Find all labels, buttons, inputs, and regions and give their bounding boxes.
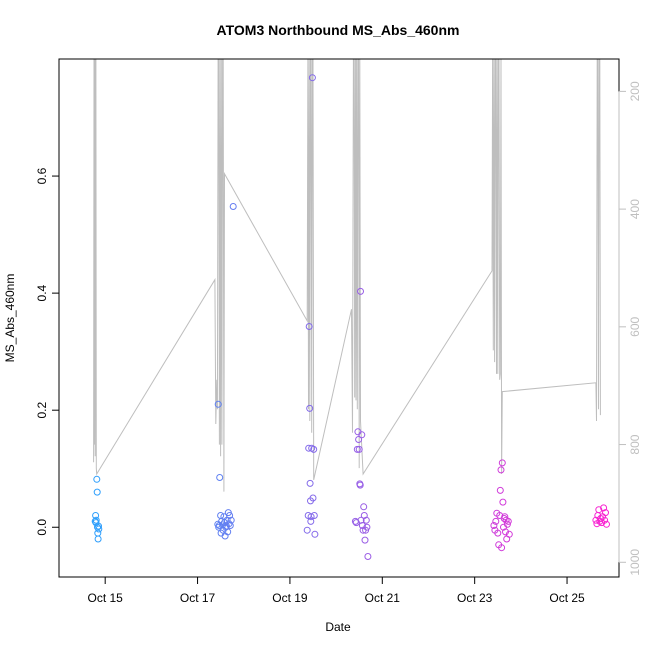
- data-point: [224, 528, 232, 536]
- data-point: [309, 494, 317, 502]
- data-point: [602, 509, 609, 517]
- data-point: [93, 488, 101, 496]
- data-point: [490, 522, 498, 529]
- data-point: [494, 529, 502, 537]
- data-point: [499, 498, 507, 506]
- x-tick-label: Oct 23: [457, 591, 493, 605]
- right-tick-label: 200: [628, 81, 642, 101]
- data-point: [504, 517, 512, 525]
- right-axis: 200 400 600 800 1000: [618, 81, 642, 576]
- data-point: [601, 516, 609, 524]
- chart-title: ATOM3 Northbound MS_Abs_460nm: [217, 22, 460, 38]
- data-point: [226, 522, 234, 529]
- data-point: [358, 522, 366, 529]
- data-point: [94, 535, 102, 543]
- data-point: [216, 474, 224, 481]
- right-tick-label: 600: [628, 316, 642, 336]
- y-tick-label: 0.0: [35, 519, 49, 536]
- data-point: [362, 516, 370, 524]
- data-point: [92, 512, 100, 519]
- data-point: [225, 520, 233, 528]
- data-point: [503, 520, 511, 528]
- data-point: [498, 544, 506, 552]
- data-point: [214, 400, 222, 408]
- data-point: [505, 530, 513, 538]
- y-tick-label: 0.6: [35, 167, 49, 184]
- data-point: [357, 287, 364, 295]
- data-point: [592, 516, 600, 524]
- data-point: [595, 506, 603, 514]
- data-point: [356, 481, 364, 489]
- data-point: [363, 523, 371, 531]
- data-point: [227, 516, 235, 524]
- data-point: [305, 323, 313, 330]
- data-point: [95, 522, 102, 530]
- right-tick-label: 1000: [628, 549, 642, 576]
- data-point: [94, 529, 102, 537]
- x-axis-label: Date: [325, 620, 351, 634]
- data-point: [308, 74, 316, 82]
- y-axis-label: MS_Abs_460nm: [3, 274, 17, 363]
- data-point: [95, 525, 103, 533]
- data-point: [355, 436, 363, 443]
- data-point: [600, 504, 608, 512]
- data-point: [229, 203, 237, 210]
- right-tick-label: 400: [628, 199, 642, 219]
- data-point: [497, 466, 505, 474]
- data-point: [501, 513, 509, 521]
- y-tick-label: 0.4: [35, 284, 49, 301]
- x-tick-label: Oct 15: [88, 591, 124, 605]
- data-point: [303, 526, 311, 534]
- x-tick-label: Oct 25: [549, 591, 585, 605]
- x-tick-label: Oct 19: [272, 591, 308, 605]
- data-point: [603, 520, 610, 528]
- data-point: [364, 553, 372, 560]
- plot-frame: [58, 58, 620, 578]
- data-point: [226, 512, 234, 519]
- x-tick-label: Oct 17: [180, 591, 216, 605]
- data-point: [310, 445, 318, 453]
- data-point: [353, 445, 361, 453]
- data-point: [361, 536, 369, 544]
- data-point: [358, 431, 366, 439]
- points-layer: [91, 74, 610, 560]
- data-point: [502, 528, 509, 536]
- y-axis: 0.0 0.2 0.4 0.6: [35, 167, 60, 536]
- data-point: [498, 459, 506, 467]
- data-point: [360, 503, 368, 511]
- data-point: [307, 513, 315, 521]
- data-point: [492, 517, 500, 525]
- x-tick-label: Oct 21: [365, 591, 401, 605]
- y-tick-label: 0.2: [35, 402, 49, 419]
- data-point: [92, 516, 100, 524]
- data-point: [360, 512, 368, 519]
- data-point: [307, 517, 315, 525]
- data-point: [306, 404, 314, 412]
- data-point: [93, 475, 101, 483]
- x-axis: Oct 15 Oct 17 Oct 19 Oct 21 Oct 23 Oct 25: [88, 576, 585, 605]
- data-point: [305, 444, 313, 452]
- data-point: [355, 445, 363, 453]
- data-point: [311, 530, 319, 538]
- data-point: [496, 486, 504, 494]
- data-point: [597, 515, 605, 522]
- line-series-path: [93, 58, 601, 492]
- data-point: [310, 512, 318, 519]
- data-point: [306, 479, 314, 487]
- right-tick-label: 800: [628, 434, 642, 454]
- line-series: [93, 58, 601, 492]
